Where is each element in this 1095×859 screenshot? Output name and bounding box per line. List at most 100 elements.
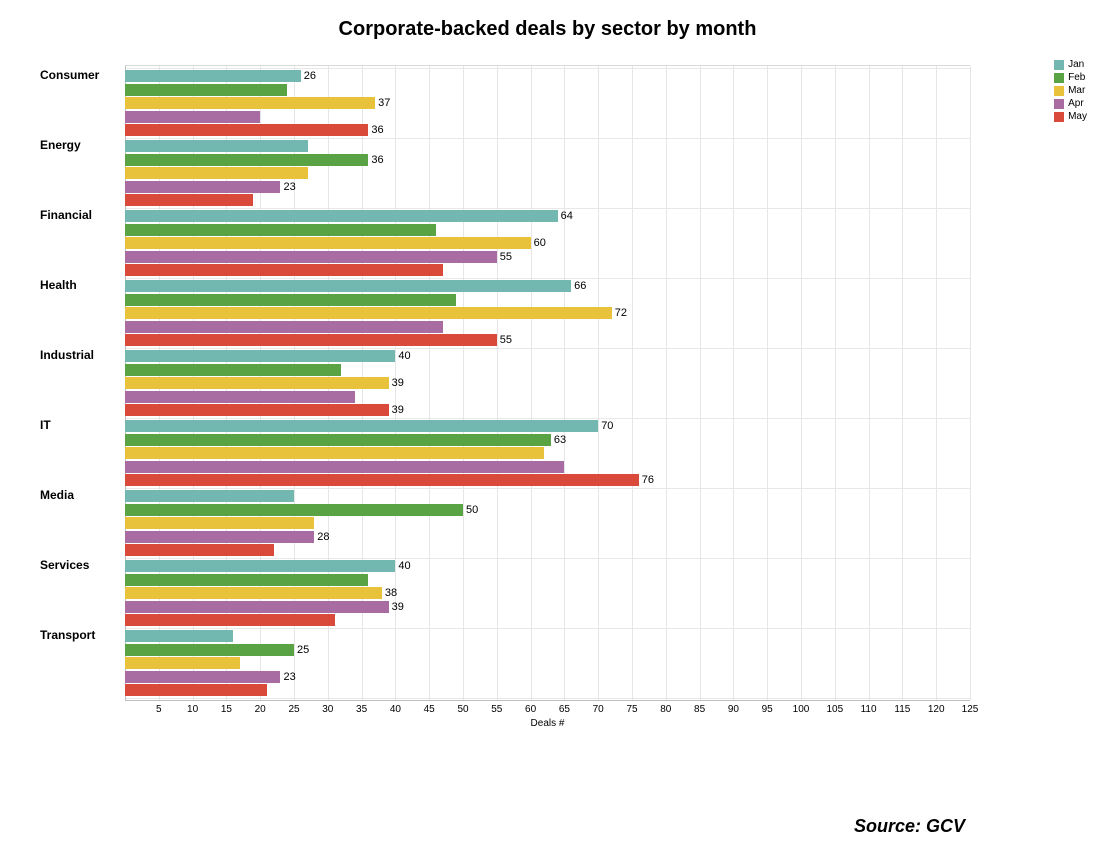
- gridline: [869, 66, 870, 700]
- legend-swatch: [1054, 99, 1064, 109]
- bar: [125, 140, 308, 152]
- x-tick-label: 40: [383, 704, 407, 715]
- category-separator: [125, 488, 970, 489]
- bar-value-label: 36: [371, 124, 383, 136]
- bar-value-label: 40: [398, 350, 410, 362]
- bar: [125, 404, 389, 416]
- category-label: Health: [40, 278, 120, 292]
- bar-value-label: 70: [601, 420, 613, 432]
- gridline: [564, 66, 565, 700]
- bar-value-label: 38: [385, 587, 397, 599]
- bar: [125, 391, 355, 403]
- bar: [125, 517, 314, 529]
- bar: [125, 574, 368, 586]
- bar-value-label: 23: [283, 671, 295, 683]
- bar: [125, 461, 564, 473]
- bar-value-label: 55: [500, 251, 512, 263]
- bar: [125, 434, 551, 446]
- bar: [125, 210, 558, 222]
- bar: [125, 684, 267, 696]
- bar: [125, 420, 598, 432]
- x-tick-label: 125: [958, 704, 982, 715]
- legend-swatch: [1054, 112, 1064, 122]
- x-tick-label: 50: [451, 704, 475, 715]
- legend-swatch: [1054, 60, 1064, 70]
- gridline: [666, 66, 667, 700]
- legend-swatch: [1054, 86, 1064, 96]
- bar: [125, 181, 280, 193]
- category-separator: [125, 418, 970, 419]
- x-tick-label: 110: [857, 704, 881, 715]
- bar: [125, 544, 274, 556]
- x-tick-label: 105: [823, 704, 847, 715]
- x-tick-label: 90: [721, 704, 745, 715]
- x-tick-label: 75: [620, 704, 644, 715]
- category-label: Industrial: [40, 348, 120, 362]
- gridline: [598, 66, 599, 700]
- bar-value-label: 25: [297, 644, 309, 656]
- gridline: [936, 66, 937, 700]
- category-label: Consumer: [40, 68, 120, 82]
- bar-value-label: 63: [554, 434, 566, 446]
- category-label: Financial: [40, 208, 120, 222]
- category-separator: [125, 628, 970, 629]
- bar: [125, 504, 463, 516]
- bar: [125, 307, 612, 319]
- bar-value-label: 26: [304, 70, 316, 82]
- gridline: [733, 66, 734, 700]
- bar: [125, 111, 260, 123]
- x-tick-label: 10: [181, 704, 205, 715]
- gridline: [497, 66, 498, 700]
- category-label: Services: [40, 558, 120, 572]
- bar: [125, 251, 497, 263]
- bar: [125, 294, 456, 306]
- gridline: [767, 66, 768, 700]
- category-label: Energy: [40, 138, 120, 152]
- x-tick-label: 35: [350, 704, 374, 715]
- bar: [125, 97, 375, 109]
- bar: [125, 280, 571, 292]
- plot-area: Deals # 51015202530354045505560657075808…: [125, 65, 970, 732]
- x-tick-label: 120: [924, 704, 948, 715]
- x-tick-label: 5: [147, 704, 171, 715]
- legend-label: Apr: [1068, 98, 1084, 109]
- category-separator: [125, 698, 970, 699]
- legend-item: Feb: [1054, 71, 1087, 84]
- gridline: [835, 66, 836, 700]
- legend-label: Feb: [1068, 72, 1085, 83]
- x-tick-label: 65: [552, 704, 576, 715]
- bar: [125, 671, 280, 683]
- chart-title: Corporate-backed deals by sector by mont…: [0, 18, 1095, 41]
- legend: JanFebMarAprMay: [1054, 58, 1087, 123]
- bar-value-label: 28: [317, 531, 329, 543]
- legend-label: Mar: [1068, 85, 1085, 96]
- gridline: [801, 66, 802, 700]
- bar: [125, 194, 253, 206]
- bar-value-label: 40: [398, 560, 410, 572]
- bar-value-label: 36: [371, 154, 383, 166]
- bar: [125, 84, 287, 96]
- bar: [125, 614, 335, 626]
- x-tick-label: 45: [417, 704, 441, 715]
- legend-item: May: [1054, 110, 1087, 123]
- x-tick-label: 55: [485, 704, 509, 715]
- category-separator: [125, 68, 970, 69]
- bar-value-label: 64: [561, 210, 573, 222]
- category-separator: [125, 278, 970, 279]
- x-tick-label: 20: [248, 704, 272, 715]
- legend-swatch: [1054, 73, 1064, 83]
- x-tick-label: 60: [519, 704, 543, 715]
- bar-value-label: 39: [392, 377, 404, 389]
- bar: [125, 70, 301, 82]
- bar-value-label: 39: [392, 404, 404, 416]
- x-tick-label: 85: [688, 704, 712, 715]
- bar: [125, 321, 443, 333]
- page-root: Corporate-backed deals by sector by mont…: [0, 0, 1095, 859]
- category-label: Transport: [40, 628, 120, 642]
- gridline: [700, 66, 701, 700]
- bar: [125, 587, 382, 599]
- gridline: [902, 66, 903, 700]
- category-separator: [125, 558, 970, 559]
- x-tick-label: 80: [654, 704, 678, 715]
- bar: [125, 490, 294, 502]
